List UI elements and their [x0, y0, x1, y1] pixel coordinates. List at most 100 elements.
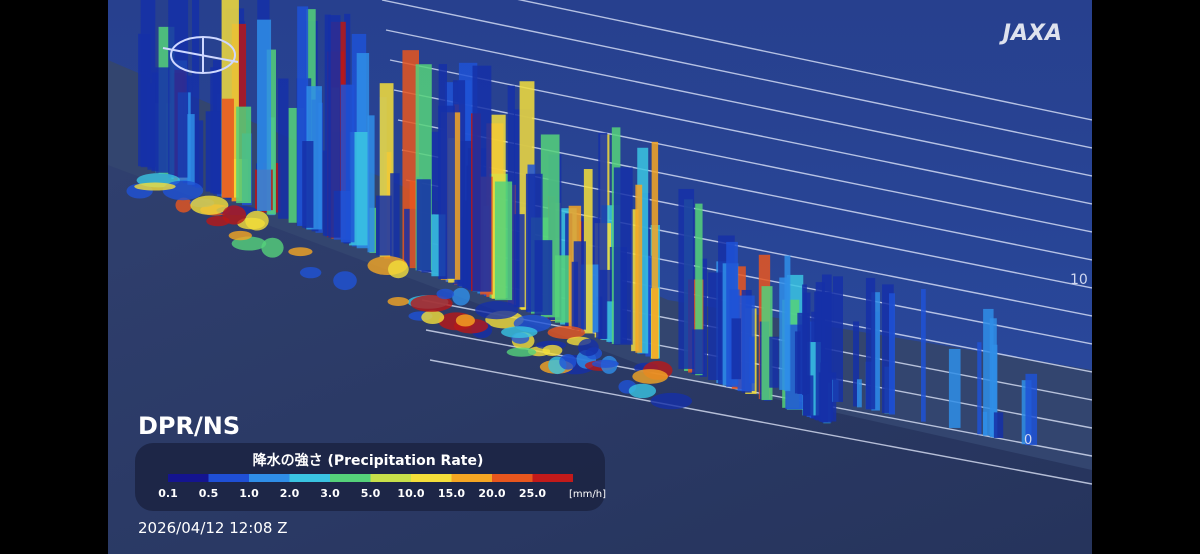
surface-rain [237, 217, 265, 230]
rain-column [983, 308, 994, 436]
rain-column [613, 167, 633, 345]
grid-line [429, 359, 1092, 485]
legend-swatch [168, 474, 209, 482]
product-label: DPR/NS [138, 412, 240, 440]
rain-column [195, 120, 204, 188]
rain-column [699, 258, 708, 377]
surface-rain [288, 247, 313, 257]
rain-column [513, 214, 525, 308]
surface-rain [506, 347, 537, 357]
rain-column [853, 321, 860, 407]
rain-column [187, 114, 195, 185]
rain-column [302, 141, 314, 228]
rain-column [168, 0, 189, 178]
rain-column [583, 169, 593, 334]
rain-column [637, 147, 649, 354]
surface-rain [206, 215, 230, 227]
legend-swatch [330, 474, 371, 482]
grid-line [517, 0, 1092, 121]
logo: JAXA [999, 21, 1062, 46]
legend-swatch [370, 474, 411, 482]
legend-swatch [532, 474, 573, 482]
rain-column [695, 203, 703, 376]
rain-column [534, 240, 553, 315]
surface-rain [628, 383, 657, 399]
rain-column [731, 318, 742, 380]
surface-rain [475, 300, 519, 320]
rain-column [761, 286, 773, 401]
rain-column [820, 362, 828, 423]
legend-label: 20.0 [478, 487, 505, 500]
rain-column [871, 292, 880, 411]
surface-rain [559, 354, 577, 370]
rain-column [297, 6, 309, 226]
compass [162, 36, 239, 74]
surface-rain [455, 314, 475, 327]
rain-column [221, 98, 234, 198]
rain-column [882, 284, 894, 413]
surface-rain [436, 288, 455, 300]
precipitation-columns [126, 0, 1038, 446]
rain-column [328, 15, 341, 238]
surface-rain [410, 295, 453, 312]
rain-column [192, 0, 200, 187]
rain-column [409, 180, 421, 269]
surface-rain [542, 344, 563, 356]
surface-rain [387, 297, 409, 306]
rain-column [769, 336, 779, 388]
surface-rain [421, 310, 445, 325]
rain-column [977, 342, 982, 435]
rain-column [802, 284, 807, 396]
axis-label: 10 [1070, 272, 1088, 288]
rain-column [692, 329, 705, 375]
rain-column [779, 277, 790, 390]
surface-rain [547, 326, 586, 339]
rain-column [992, 344, 998, 438]
rain-column [865, 277, 876, 410]
legend-swatch [289, 474, 330, 482]
surface-rain [333, 271, 357, 291]
legend-swatch [492, 474, 533, 482]
rain-column [416, 179, 431, 271]
surface-rain [228, 230, 252, 241]
surface-rain [299, 266, 322, 279]
legend-label: 10.0 [397, 487, 424, 500]
surface-rain [388, 260, 409, 279]
legend-title: 降水の強さ (Precipitation Rate) [253, 452, 484, 469]
rain-column [155, 67, 170, 173]
rain-column [367, 115, 375, 253]
rain-column [266, 49, 276, 215]
rain-column [948, 348, 961, 428]
rain-column [472, 65, 492, 292]
rain-column [278, 78, 289, 219]
rain-column [494, 181, 513, 301]
legend-label: 25.0 [519, 487, 546, 500]
legend-swatch [249, 474, 290, 482]
legend-label: 5.0 [361, 487, 381, 500]
rain-column [375, 195, 392, 256]
legend-swatch [411, 474, 452, 482]
legend-label: 3.0 [320, 487, 340, 500]
rain-column [324, 14, 331, 237]
rain-column [821, 274, 832, 423]
rain-column [856, 379, 862, 408]
surface-rain [591, 359, 619, 368]
legend-label: 0.5 [199, 487, 219, 500]
legend-swatch [451, 474, 492, 482]
rain-column [571, 261, 579, 329]
rain-column [982, 411, 988, 436]
rain-column [631, 209, 639, 352]
legend-label: 15.0 [438, 487, 465, 500]
surface-rain [261, 237, 284, 258]
legend-label: 2.0 [280, 487, 300, 500]
rain-column [635, 184, 643, 353]
rain-column [833, 276, 843, 402]
rain-column [645, 255, 652, 357]
grid-line [389, 59, 1092, 205]
rain-column [598, 132, 608, 339]
grid-line [381, 0, 1092, 149]
surface-rain [452, 287, 470, 306]
legend-colorbar: 0.1 0.5 1.0 2.0 3.0 5.0 10.0 15.0 20.0 25.0 [mm/h] [158, 474, 606, 500]
